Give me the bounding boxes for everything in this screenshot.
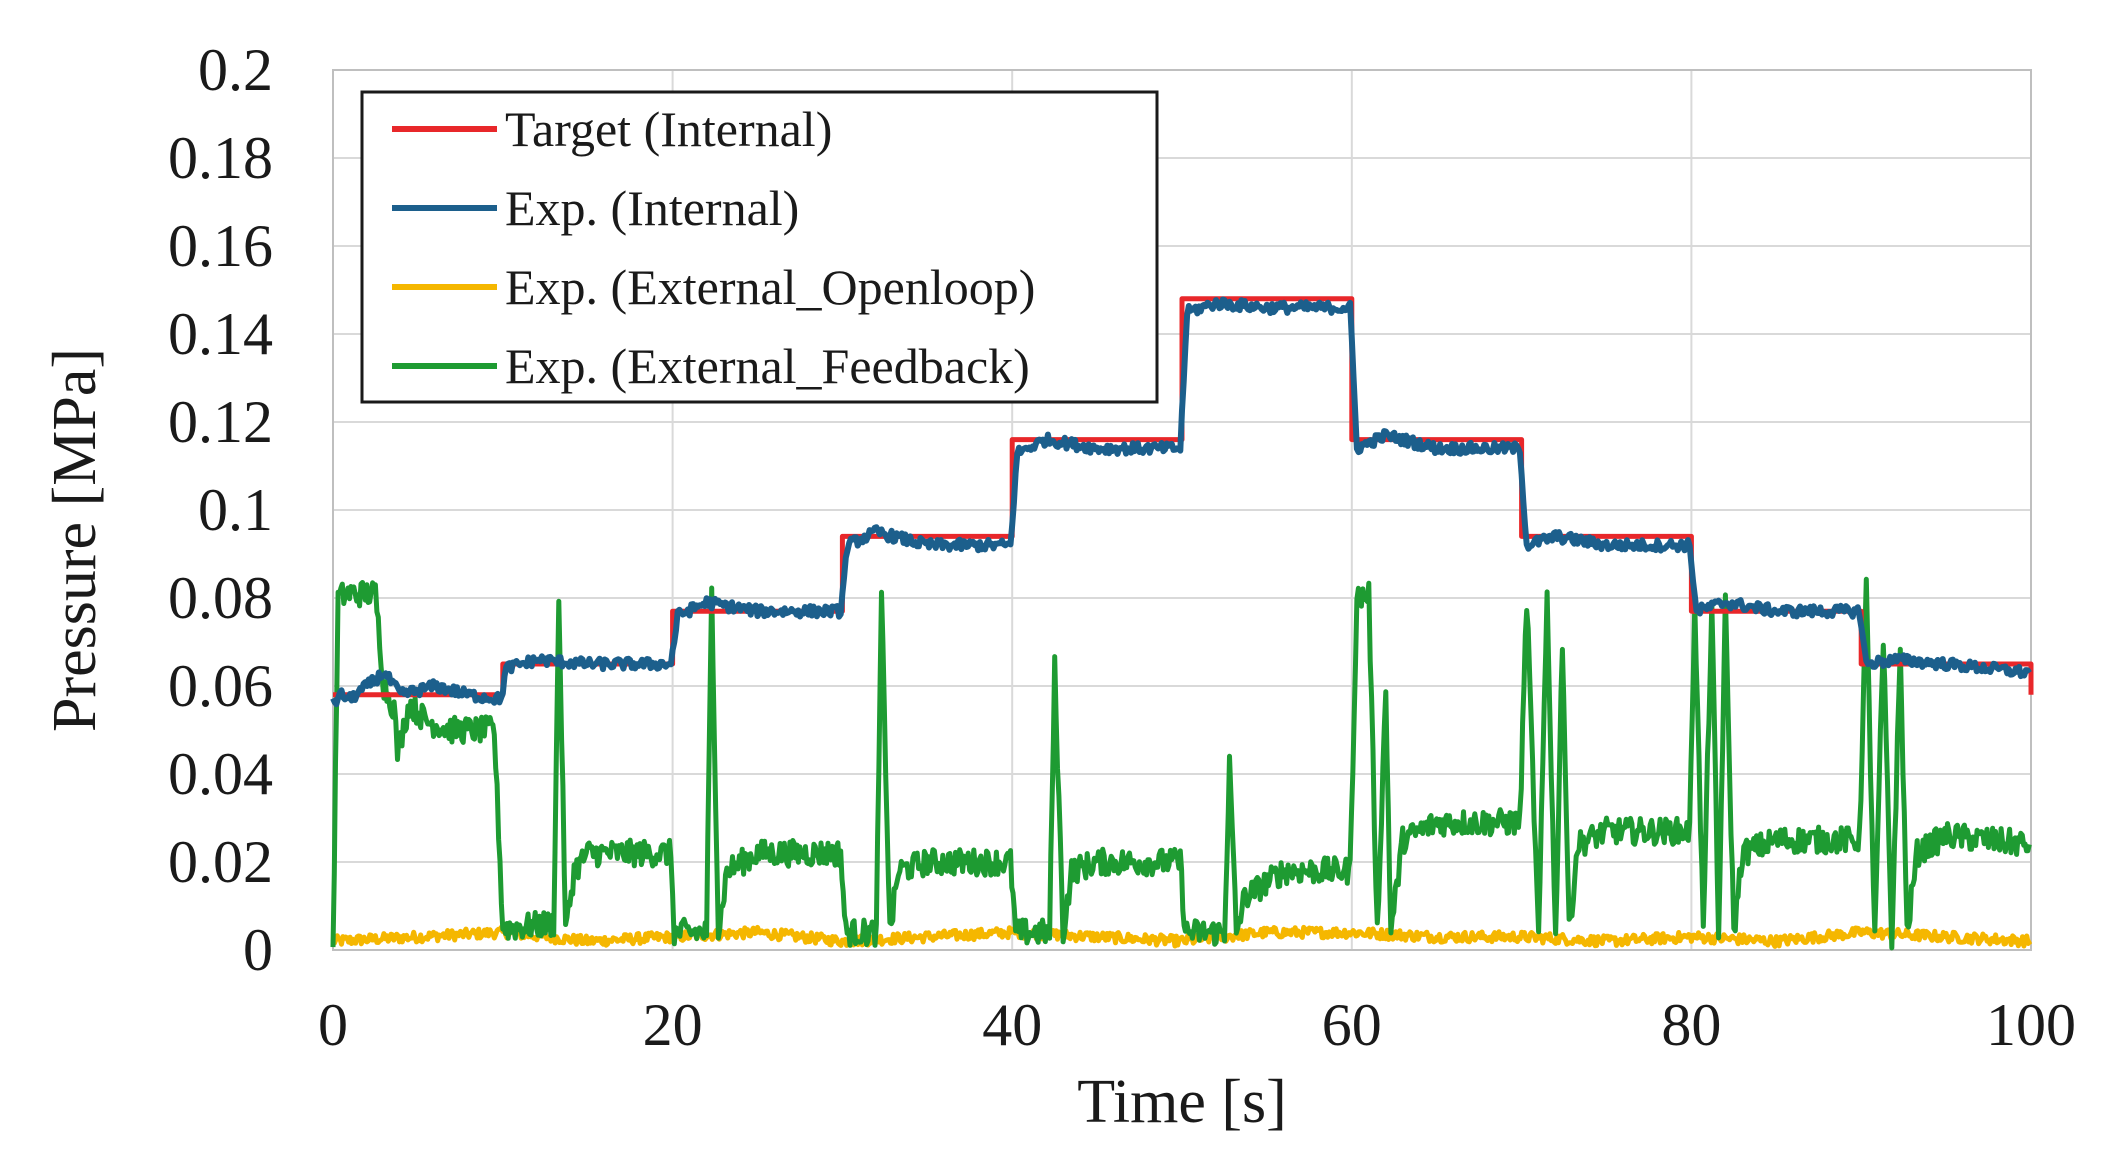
y-tick-label: 0.16 [168, 213, 273, 279]
series-line [330, 576, 2032, 951]
y-tick-label: 0.02 [168, 829, 273, 895]
x-tick-label: 20 [643, 992, 703, 1058]
y-tick-labels: 0 0.02 0.04 0.06 0.08 0.1 0.12 0.14 0.16 0.18 0.2 [168, 37, 273, 983]
legend-box [360, 90, 1159, 404]
legend-label: Exp. (External_Openloop) [505, 259, 1035, 315]
y-tick-label: 0.1 [198, 477, 273, 543]
series-line [330, 924, 2033, 949]
y-tick-label: 0.12 [168, 389, 273, 455]
plot-area-border [332, 69, 2032, 951]
legend-label: Exp. (Internal) [505, 180, 799, 236]
series-line [330, 296, 2032, 708]
legend-label: Exp. (External_Feedback) [505, 338, 1030, 394]
legend-label: Target (Internal) [505, 101, 832, 157]
y-axis-title: Pressure [MPa] [41, 348, 109, 732]
y-tick-label: 0.04 [168, 741, 273, 807]
y-tick-label: 0.18 [168, 125, 273, 191]
x-tick-label: 100 [1986, 992, 2076, 1058]
x-axis-title: Time [s] [1077, 1068, 1287, 1136]
y-tick-label: 0 [243, 917, 273, 983]
x-tick-labels: 0 20 40 60 80 100 [318, 992, 2076, 1058]
legend: Target (Internal) Exp. (Internal) Exp. (Ex… [360, 90, 1159, 404]
x-tick-label: 0 [318, 992, 348, 1058]
series-layer [330, 296, 2034, 951]
x-tick-label: 80 [1661, 992, 1721, 1058]
y-tick-label: 0.08 [168, 565, 273, 631]
x-tick-label: 40 [982, 992, 1042, 1058]
x-tick-label: 60 [1322, 992, 1382, 1058]
y-tick-label: 0.2 [198, 37, 273, 103]
y-tick-label: 0.14 [168, 301, 273, 367]
y-tick-label: 0.06 [168, 653, 273, 719]
